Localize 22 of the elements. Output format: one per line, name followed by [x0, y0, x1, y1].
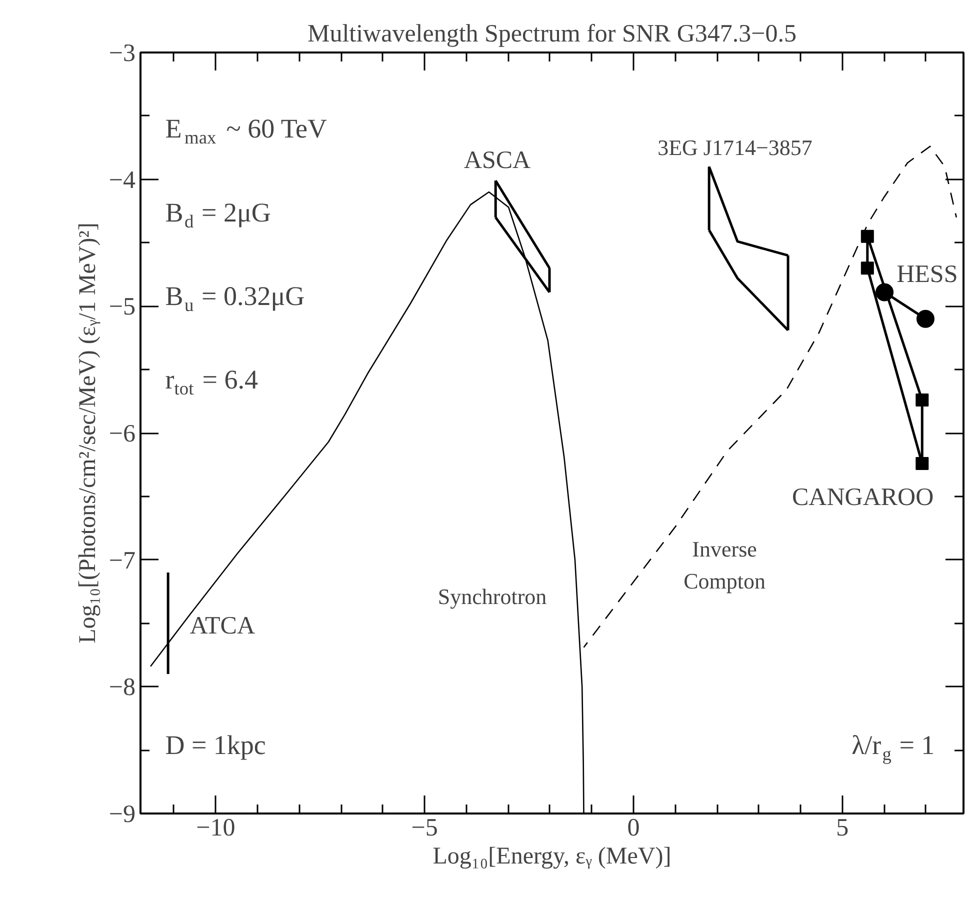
- y-axis-title: Log₁₀[(Photons/cm²/sec/MeV) (εᵧ/1 MeV)²]: [74, 222, 101, 644]
- annotation: D = 1kpc: [165, 730, 266, 760]
- y-tick-label: −3: [108, 40, 136, 67]
- series-label: HESS: [896, 260, 958, 288]
- x-tick-label: −5: [411, 814, 438, 842]
- y-tick-label: −5: [108, 294, 136, 321]
- y-tick-label: −4: [108, 166, 136, 194]
- x-tick-label: 0: [627, 814, 640, 842]
- series-label: CANGAROO: [792, 484, 934, 512]
- x-tick-label: 5: [836, 814, 849, 842]
- y-tick-label: −8: [108, 674, 136, 702]
- series-label: 3EG J1714−3857: [658, 135, 812, 160]
- legend-label: ATCA: [190, 612, 256, 640]
- y-tick-label: −9: [108, 801, 136, 828]
- series-label: ASCA: [464, 146, 531, 174]
- series-label: Synchrotron: [438, 584, 547, 610]
- y-tick-label: −7: [108, 547, 136, 574]
- x-tick-label: −10: [196, 814, 236, 842]
- x-axis-title: Log₁₀[Energy, εᵧ (MeV)]: [432, 844, 672, 870]
- chart-title: Multiwavelength Spectrum for SNR G347.3−0.5: [307, 20, 797, 48]
- y-tick-label: −6: [108, 420, 136, 448]
- series-label: Inverse Compton: [684, 536, 766, 594]
